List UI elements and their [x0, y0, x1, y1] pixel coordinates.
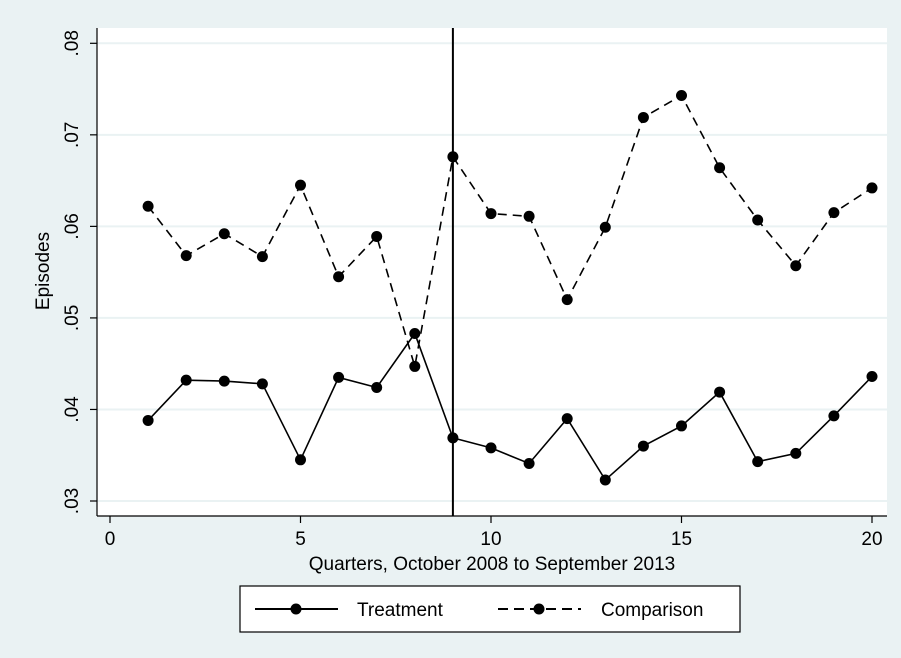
- data-point-comparison: [752, 214, 764, 226]
- x-axis-title: Quarters, October 2008 to September 2013: [309, 554, 676, 575]
- data-point-comparison: [180, 250, 192, 262]
- data-point-treatment: [485, 442, 497, 454]
- data-point-treatment: [180, 374, 192, 386]
- legend-treatment-label: Treatment: [357, 600, 444, 621]
- series-layer: [142, 89, 878, 486]
- series-line-treatment: [147, 331, 873, 482]
- data-point-treatment: [333, 371, 345, 383]
- data-point-treatment: [447, 432, 459, 444]
- x-tick-label: 5: [295, 529, 306, 550]
- data-point-treatment: [599, 474, 611, 486]
- gridlines: [97, 42, 887, 502]
- data-point-comparison: [637, 111, 649, 123]
- x-tick-label: 10: [480, 529, 501, 550]
- data-point-comparison: [371, 230, 383, 242]
- data-point-comparison: [866, 182, 878, 194]
- data-point-treatment: [828, 410, 840, 422]
- plot-region: [97, 28, 887, 516]
- data-point-treatment: [218, 375, 230, 387]
- y-axis-title: Episodes: [33, 232, 54, 310]
- x-tick-label: 15: [671, 529, 692, 550]
- y-tick-label: .05: [62, 305, 83, 331]
- legend: Treatment Comparison: [239, 585, 741, 633]
- data-point-treatment: [676, 420, 687, 432]
- x-tick-label: 0: [105, 529, 116, 550]
- data-point-comparison: [142, 200, 154, 212]
- legend-comparison-label: Comparison: [601, 600, 703, 621]
- data-point-treatment: [142, 414, 154, 426]
- data-point-comparison: [256, 251, 268, 263]
- data-point-comparison: [599, 221, 611, 233]
- data-point-comparison: [295, 179, 306, 191]
- data-point-comparison: [409, 360, 421, 372]
- data-point-comparison: [714, 162, 726, 174]
- y-axis-ticks: .03 .04 .05 .06 .07 .08: [62, 30, 97, 514]
- y-tick-label: .08: [62, 30, 83, 56]
- data-point-comparison: [218, 228, 230, 240]
- data-point-comparison: [485, 208, 497, 220]
- legend-treatment-marker: [290, 603, 302, 615]
- data-point-treatment: [752, 456, 764, 468]
- data-point-comparison: [561, 294, 573, 306]
- data-point-comparison: [676, 89, 687, 101]
- data-point-treatment: [256, 378, 268, 390]
- data-point-comparison: [447, 151, 459, 163]
- y-tick-label: .04: [62, 396, 83, 423]
- data-point-treatment: [637, 440, 649, 452]
- data-point-comparison: [333, 271, 345, 283]
- legend-comparison-marker: [533, 603, 545, 615]
- series-line-comparison: [147, 94, 873, 367]
- data-point-treatment: [523, 457, 535, 469]
- data-point-treatment: [561, 413, 573, 425]
- y-tick-label: .07: [62, 122, 83, 148]
- x-axis-ticks: 0 5 10 15 20: [105, 516, 883, 550]
- data-point-comparison: [790, 260, 802, 272]
- data-point-treatment: [714, 386, 726, 398]
- y-tick-label: .06: [62, 213, 83, 239]
- data-point-treatment: [409, 327, 421, 339]
- data-point-comparison: [523, 210, 535, 222]
- data-point-treatment: [790, 447, 802, 459]
- data-point-treatment: [866, 371, 878, 383]
- y-tick-label: .03: [62, 488, 83, 514]
- data-point-treatment: [295, 454, 306, 466]
- data-point-comparison: [828, 207, 840, 219]
- data-point-treatment: [371, 381, 383, 393]
- x-tick-label: 20: [861, 529, 882, 550]
